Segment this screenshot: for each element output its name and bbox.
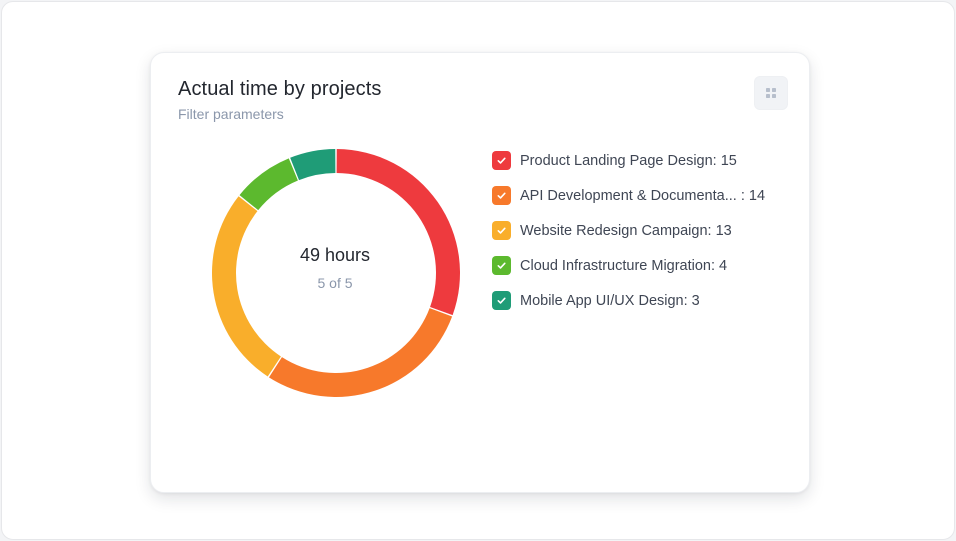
chart-legend: Product Landing Page Design: 15 API Devel… (492, 143, 765, 318)
legend-label: Product Landing Page Design: 15 (520, 152, 737, 169)
legend-item-website-redesign[interactable]: Website Redesign Campaign: 13 (492, 213, 765, 248)
donut-slice-2[interactable] (211, 196, 281, 377)
checkbox-checked-icon[interactable] (492, 256, 511, 275)
filter-parameters-link[interactable]: Filter parameters (178, 106, 284, 122)
legend-label: API Development & Documenta... : 14 (520, 187, 766, 204)
legend-item-api-development[interactable]: API Development & Documenta... : 14 (492, 178, 765, 213)
checkbox-checked-icon[interactable] (492, 186, 511, 205)
donut-slice-3[interactable] (239, 158, 298, 211)
legend-label: Cloud Infrastructure Migration: 4 (520, 257, 728, 274)
chart-total-hours: 49 hours (299, 245, 371, 265)
donut-slice-1[interactable] (268, 308, 453, 397)
legend-item-product-landing-page[interactable]: Product Landing Page Design: 15 (492, 143, 765, 178)
checkbox-checked-icon[interactable] (492, 151, 511, 170)
donut-chart-svg (211, 149, 460, 397)
time-by-projects-card: Actual time by projects Filter parameter… (150, 52, 810, 493)
donut-chart (211, 148, 461, 398)
donut-slice-4[interactable] (290, 149, 336, 181)
legend-item-mobile-app-ui-ux[interactable]: Mobile App UI/UX Design: 3 (492, 283, 765, 318)
grid-icon (766, 88, 776, 98)
legend-label: Website Redesign Campaign: 13 (520, 222, 732, 239)
checkbox-checked-icon[interactable] (492, 221, 511, 240)
donut-slice-0[interactable] (336, 149, 460, 316)
legend-label: Mobile App UI/UX Design: 3 (520, 292, 700, 309)
card-menu-button[interactable] (754, 76, 788, 110)
legend-item-cloud-infrastructure[interactable]: Cloud Infrastructure Migration: 4 (492, 248, 765, 283)
card-title: Actual time by projects (178, 78, 382, 100)
checkbox-checked-icon[interactable] (492, 291, 511, 310)
chart-selected-count: 5 of 5 (317, 275, 353, 291)
